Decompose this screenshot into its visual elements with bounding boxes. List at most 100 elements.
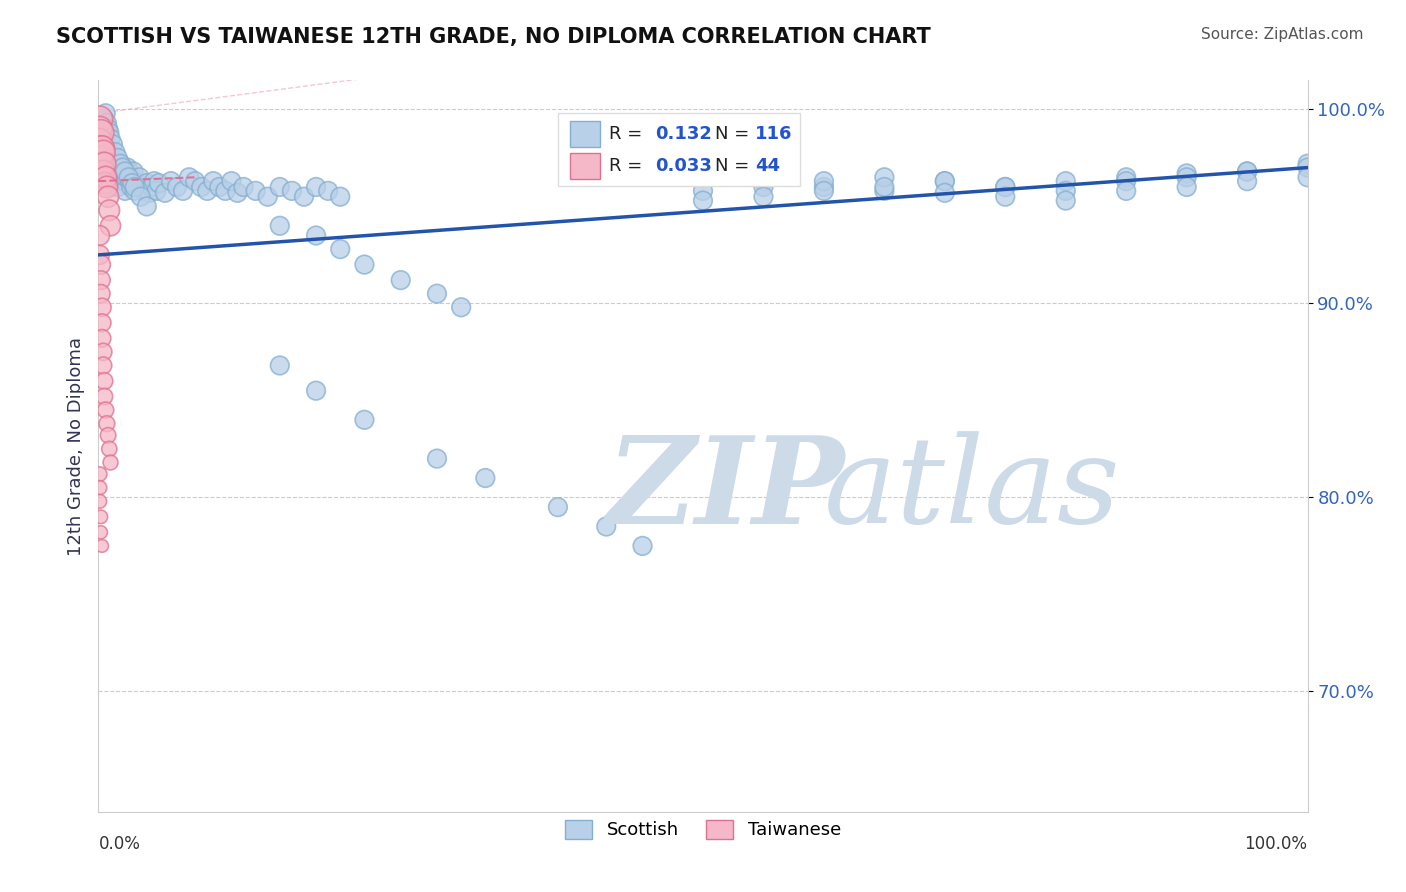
Point — [153, 186, 176, 200]
Point — [96, 170, 118, 185]
Point — [135, 199, 157, 213]
Point — [1175, 180, 1198, 194]
Point — [934, 186, 956, 200]
Point — [91, 359, 114, 373]
Point — [450, 300, 472, 314]
Point — [90, 141, 112, 155]
Point — [111, 161, 134, 175]
Point — [89, 121, 111, 136]
Point — [426, 451, 449, 466]
Point — [91, 316, 114, 330]
Text: N =: N = — [716, 157, 755, 175]
Point — [305, 384, 328, 398]
Point — [292, 190, 315, 204]
Point — [91, 157, 114, 171]
Point — [91, 126, 114, 140]
Point — [353, 258, 375, 272]
Point — [89, 228, 111, 243]
Text: ZIP: ZIP — [606, 431, 845, 549]
Point — [100, 455, 122, 469]
Point — [994, 180, 1017, 194]
Point — [305, 180, 328, 194]
Text: R =: R = — [609, 125, 648, 143]
Point — [89, 248, 111, 262]
Point — [90, 509, 112, 524]
Point — [269, 219, 291, 233]
Point — [91, 345, 114, 359]
Point — [1296, 170, 1319, 185]
Point — [426, 286, 449, 301]
Point — [89, 133, 111, 147]
Point — [107, 151, 129, 165]
Point — [281, 184, 304, 198]
Point — [111, 161, 134, 175]
FancyBboxPatch shape — [569, 120, 600, 147]
Point — [91, 118, 114, 132]
Point — [129, 190, 152, 204]
Point — [97, 174, 120, 188]
Point — [160, 174, 183, 188]
Point — [115, 170, 138, 185]
Point — [114, 164, 136, 178]
Point — [179, 170, 201, 185]
Point — [873, 180, 896, 194]
Point — [97, 121, 120, 136]
Point — [94, 403, 117, 417]
Point — [329, 242, 352, 256]
Point — [232, 180, 254, 194]
Point — [226, 186, 249, 200]
Point — [145, 184, 167, 198]
Point — [1296, 157, 1319, 171]
Point — [90, 151, 112, 165]
Point — [93, 374, 115, 388]
Point — [631, 539, 654, 553]
Point — [90, 164, 112, 178]
Point — [94, 157, 117, 171]
Point — [91, 331, 114, 345]
Point — [316, 184, 339, 198]
Point — [124, 180, 146, 194]
Point — [202, 174, 225, 188]
Point — [96, 116, 118, 130]
Point — [934, 174, 956, 188]
Point — [100, 219, 122, 233]
Point — [1054, 184, 1077, 198]
Point — [752, 174, 775, 188]
Point — [994, 180, 1017, 194]
Y-axis label: 12th Grade, No Diploma: 12th Grade, No Diploma — [66, 336, 84, 556]
Point — [269, 359, 291, 373]
Point — [121, 170, 143, 185]
Point — [94, 170, 117, 185]
Point — [90, 273, 112, 287]
Point — [93, 169, 115, 183]
Point — [135, 176, 157, 190]
Point — [353, 413, 375, 427]
Point — [1236, 164, 1258, 178]
Point — [245, 184, 267, 198]
Point — [256, 190, 278, 204]
Point — [112, 174, 135, 188]
Point — [131, 180, 153, 194]
Point — [190, 180, 212, 194]
Text: 0.033: 0.033 — [655, 157, 711, 175]
Text: 0.0%: 0.0% — [98, 835, 141, 853]
Point — [103, 170, 125, 185]
Point — [104, 164, 127, 178]
Point — [208, 180, 231, 194]
Point — [813, 184, 835, 198]
Point — [143, 174, 166, 188]
Point — [1115, 170, 1137, 185]
Point — [91, 161, 114, 175]
Point — [138, 186, 160, 200]
Point — [108, 157, 131, 171]
Point — [89, 145, 111, 159]
Point — [1175, 170, 1198, 185]
Text: R =: R = — [609, 157, 648, 175]
Point — [692, 170, 714, 185]
Point — [117, 161, 139, 175]
Point — [873, 184, 896, 198]
Point — [94, 106, 117, 120]
Point — [93, 390, 115, 404]
Point — [104, 145, 127, 159]
Point — [97, 428, 120, 442]
